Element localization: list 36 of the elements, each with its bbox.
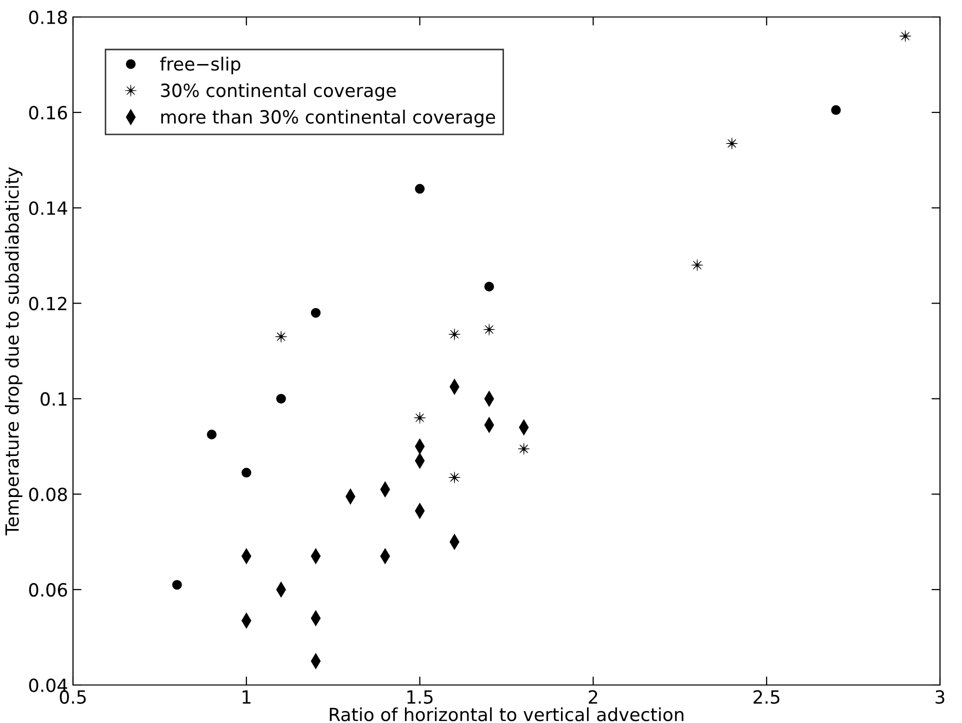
x-tick-label: 2: [588, 690, 598, 704]
y-tick-label: 0.14: [29, 201, 68, 215]
point: [518, 442, 530, 455]
point: [726, 138, 738, 150]
point: [899, 30, 912, 42]
y-tick-label: 0.04: [29, 678, 68, 692]
legend-label: free−slip: [160, 56, 240, 74]
point: [831, 105, 841, 115]
y-tick-label: 0.06: [29, 583, 67, 597]
point: [483, 324, 495, 336]
point: [242, 468, 252, 478]
y-tick-label: 0.1: [40, 392, 66, 406]
legend-label: more than 30% continental coverage: [161, 110, 496, 128]
y-tick-label: 0.08: [29, 488, 67, 502]
point: [448, 472, 460, 484]
x-tick-label: 1.5: [407, 690, 433, 704]
x-tick-label: 2.5: [754, 690, 780, 704]
x-tick-label: 3: [936, 690, 944, 704]
point: [276, 394, 286, 404]
point: [172, 580, 182, 590]
point: [310, 308, 321, 318]
point: [691, 259, 704, 271]
x-axis-title: Ratio of horizontal to vertical advection: [330, 707, 684, 722]
y-tick-label: 0.12: [29, 296, 66, 310]
x-tick-label: 1: [242, 690, 250, 704]
y-tick-label: 0.18: [29, 10, 67, 24]
legend-label: 30% continental coverage: [161, 83, 396, 101]
point: [448, 328, 460, 340]
x-tick-label: 0.5: [60, 690, 86, 704]
y-axis-title: Temperature drop due to subadiabaticity: [4, 167, 22, 536]
point: [414, 412, 426, 424]
point: [275, 330, 287, 343]
point: [414, 184, 425, 194]
point: [206, 430, 217, 440]
point: [484, 282, 494, 292]
y-tick-label: 0.16: [29, 106, 67, 120]
